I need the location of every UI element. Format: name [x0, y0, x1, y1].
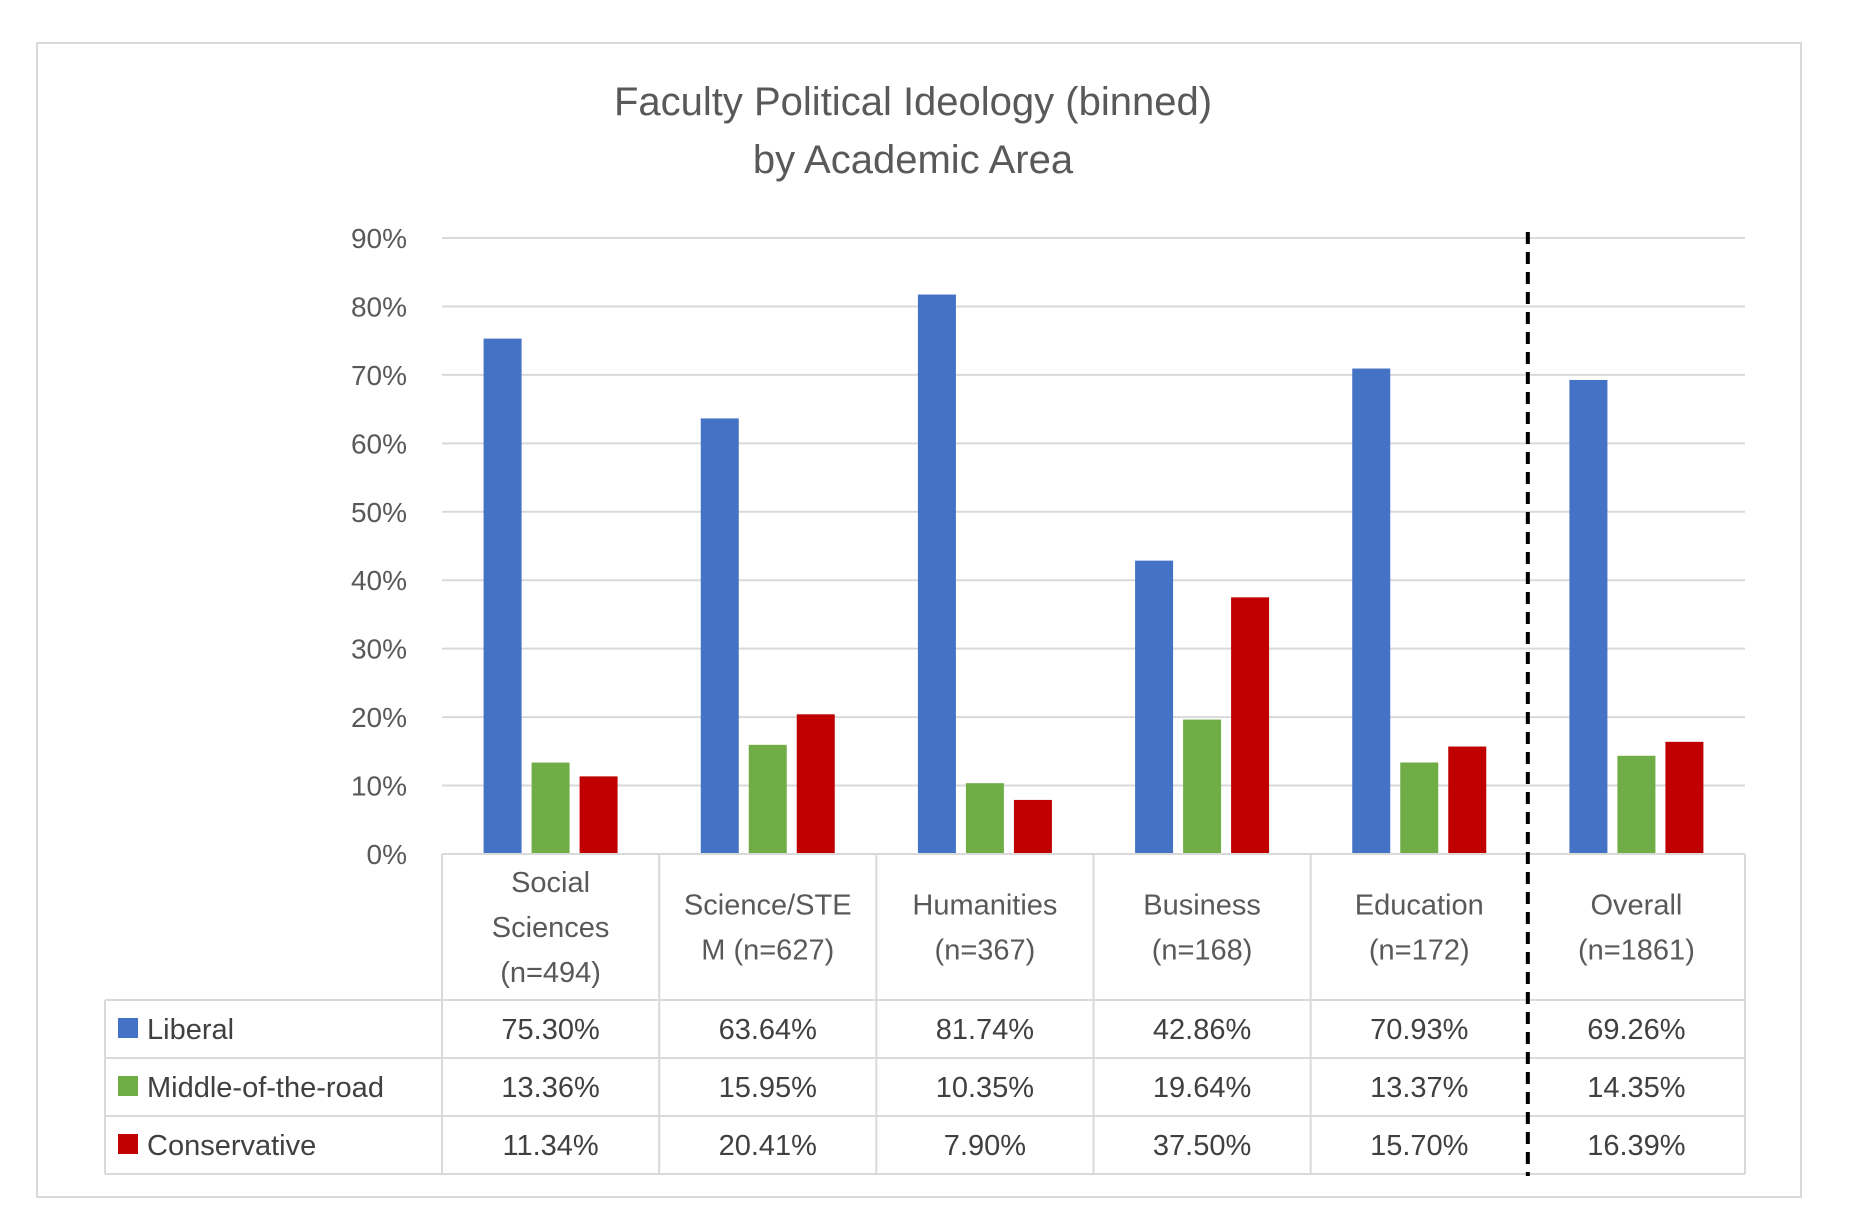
- table-cell-value: 7.90%: [944, 1130, 1026, 1162]
- y-tick-label: 20%: [351, 702, 407, 733]
- table-cell-value: 13.36%: [501, 1072, 599, 1104]
- table-cell-value: 14.35%: [1587, 1072, 1685, 1104]
- table-cell-value: 63.64%: [719, 1014, 817, 1046]
- category-label: Education: [1355, 890, 1484, 922]
- table-cell-value: 69.26%: [1587, 1014, 1685, 1046]
- legend-label: Middle-of-the-road: [147, 1072, 384, 1104]
- bar-liberal: [917, 294, 956, 854]
- category-label: (n=494): [500, 957, 601, 989]
- bar-middle-of-the-road: [1617, 755, 1656, 854]
- bar-conservative: [796, 714, 835, 854]
- bar-liberal: [1135, 560, 1174, 854]
- legend-swatch-middle-of-the-road: [118, 1076, 138, 1096]
- legend-swatch-liberal: [118, 1018, 138, 1038]
- table-cell-value: 15.95%: [719, 1072, 817, 1104]
- bar-middle-of-the-road: [748, 744, 787, 854]
- bar-conservative: [1665, 741, 1704, 854]
- table-cell-value: 16.39%: [1587, 1130, 1685, 1162]
- y-tick-label: 10%: [351, 771, 407, 802]
- bar-conservative: [1448, 746, 1487, 854]
- category-label: (n=1861): [1578, 935, 1695, 967]
- bar-middle-of-the-road: [1183, 719, 1222, 854]
- bar-liberal: [1352, 368, 1391, 854]
- table-cell-value: 70.93%: [1370, 1014, 1468, 1046]
- y-tick-label: 90%: [351, 223, 407, 254]
- table-cell-value: 37.50%: [1153, 1130, 1251, 1162]
- legend-swatch-conservative: [118, 1134, 138, 1154]
- category-label: Business: [1143, 890, 1261, 922]
- category-label: Social: [511, 867, 590, 899]
- table-cell-value: 15.70%: [1370, 1130, 1468, 1162]
- legend-label: Liberal: [147, 1014, 234, 1046]
- table-cell-value: 42.86%: [1153, 1014, 1251, 1046]
- bar-conservative: [1231, 597, 1270, 854]
- bar-conservative: [1013, 799, 1052, 854]
- legend-label: Conservative: [147, 1130, 316, 1162]
- category-label: (n=168): [1152, 935, 1253, 967]
- y-tick-label: 70%: [351, 360, 407, 391]
- category-label: Sciences: [492, 912, 610, 944]
- bar-liberal: [483, 338, 522, 854]
- bar-middle-of-the-road: [965, 783, 1004, 854]
- category-label: Science/STE: [684, 890, 852, 922]
- bar-liberal: [700, 418, 739, 854]
- y-tick-label: 0%: [367, 839, 407, 870]
- category-label: (n=367): [935, 935, 1036, 967]
- chart-title-line: Faculty Political Ideology (binned): [614, 80, 1212, 124]
- category-label: (n=172): [1369, 935, 1470, 967]
- table-cell-value: 20.41%: [719, 1130, 817, 1162]
- table-cell-value: 75.30%: [501, 1014, 599, 1046]
- bar-middle-of-the-road: [1400, 762, 1439, 854]
- bar-conservative: [579, 776, 618, 854]
- y-tick-label: 80%: [351, 291, 407, 322]
- table-cell-value: 10.35%: [936, 1072, 1034, 1104]
- category-label: Overall: [1590, 890, 1682, 922]
- bar-middle-of-the-road: [531, 762, 570, 854]
- table-cell-value: 11.34%: [502, 1130, 598, 1162]
- y-tick-label: 30%: [351, 634, 407, 665]
- bar-liberal: [1569, 379, 1608, 854]
- y-tick-label: 40%: [351, 565, 407, 596]
- category-label: Humanities: [912, 890, 1057, 922]
- category-label: M (n=627): [701, 935, 834, 967]
- table-cell-value: 19.64%: [1153, 1072, 1251, 1104]
- table-cell-value: 81.74%: [936, 1014, 1034, 1046]
- chart-title-line: by Academic Area: [753, 138, 1074, 182]
- y-tick-label: 60%: [351, 428, 407, 459]
- y-tick-label: 50%: [351, 497, 407, 528]
- table-cell-value: 13.37%: [1370, 1072, 1468, 1104]
